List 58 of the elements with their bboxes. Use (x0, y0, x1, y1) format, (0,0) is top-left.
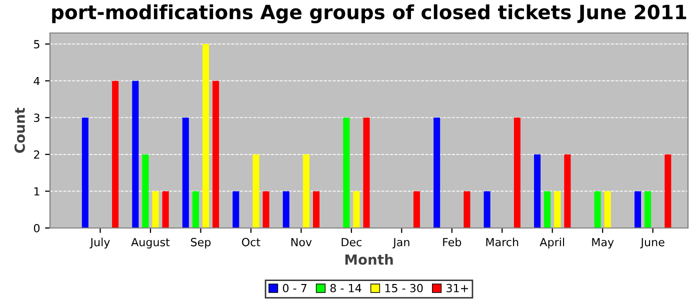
y-tick-label: 0 (34, 224, 40, 232)
legend-label: 0 - 7 (282, 284, 306, 292)
x-tick-label: April (540, 238, 564, 248)
bar (162, 191, 169, 228)
bar (192, 191, 199, 228)
chart-title: port-modifications Age groups of closed tickets June 2011 (52, 4, 686, 24)
bar (353, 191, 360, 228)
x-tick-label: Nov (291, 238, 312, 246)
y-tick-label: 1 (34, 187, 40, 196)
y-tick-label: 5 (34, 40, 40, 48)
bar (594, 191, 601, 228)
legend-label: 31+ (446, 284, 468, 292)
x-tick-label: Oct (242, 238, 260, 246)
x-axis-title: Month (345, 254, 393, 265)
bar (152, 191, 159, 228)
bar (112, 80, 119, 228)
bar (282, 191, 290, 228)
bar (142, 154, 149, 228)
bar (182, 118, 189, 228)
bar (544, 191, 551, 228)
bar (363, 118, 370, 228)
bar (202, 44, 209, 228)
bar (252, 154, 260, 228)
x-tick-label: Sep (190, 238, 211, 248)
x-tick-label: Jan (392, 238, 410, 248)
x-tick-label: July (90, 238, 110, 248)
x-tick-label: March (486, 238, 518, 246)
bar (644, 191, 652, 228)
bar (413, 191, 420, 228)
bar (604, 191, 611, 228)
x-tick-label: Feb (443, 238, 462, 246)
bar (634, 191, 642, 228)
bar (82, 118, 88, 228)
bar (514, 118, 520, 228)
bar (554, 191, 561, 228)
y-axis-title: Count (14, 108, 25, 153)
bar (132, 80, 139, 228)
legend-label: 15 - 30 (385, 284, 423, 292)
bar (564, 154, 571, 228)
bar (343, 118, 350, 228)
bar (232, 191, 240, 228)
bar (212, 80, 220, 228)
y-tick-label: 4 (34, 76, 40, 86)
y-tick-label: 3 (34, 114, 40, 122)
x-tick-label: May (592, 238, 614, 248)
bar (302, 154, 310, 228)
bar (534, 154, 541, 228)
x-tick-label: August (131, 238, 170, 248)
x-tick-label: Dec (342, 238, 362, 246)
bar (262, 191, 270, 228)
bar (434, 118, 440, 228)
legend-label: 8 - 14 (330, 284, 362, 292)
bar (464, 191, 470, 228)
bar (312, 191, 320, 228)
bar (484, 191, 490, 228)
y-tick-label: 2 (34, 150, 40, 159)
bar (664, 154, 672, 228)
x-tick-label: June (640, 238, 664, 248)
